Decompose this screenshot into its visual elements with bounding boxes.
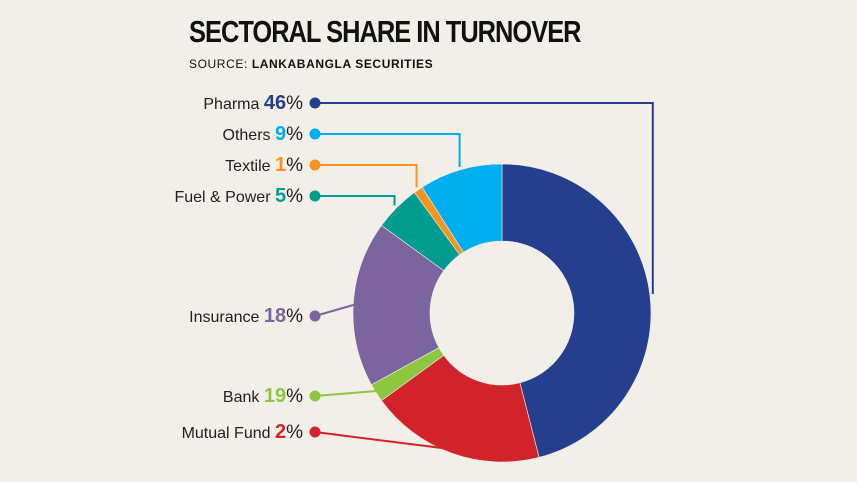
leader-line-others bbox=[315, 133, 461, 168]
marker-dot-textile bbox=[309, 159, 321, 171]
marker-dot-mutual-fund bbox=[309, 426, 321, 438]
marker-dot-fuel-power bbox=[309, 190, 321, 202]
slice-insurance bbox=[352, 225, 445, 386]
label-text-bank: Bank 19% bbox=[223, 385, 303, 407]
leader-line-fuel-power bbox=[315, 195, 396, 206]
label-textile: Textile 1% bbox=[225, 154, 321, 176]
chart-source: SOURCE: LANKABANGLA SECURITIES bbox=[189, 57, 433, 71]
label-bank: Bank 19% bbox=[223, 385, 321, 407]
source-label: SOURCE: bbox=[189, 57, 248, 71]
marker-dot-bank bbox=[309, 390, 321, 402]
slice-mutual-fund bbox=[381, 354, 540, 463]
leader-line-pharma bbox=[315, 102, 654, 294]
leader-line-mutual-fund bbox=[314, 431, 454, 451]
slice-others bbox=[421, 163, 503, 253]
label-text-fuel-power: Fuel & Power 5% bbox=[174, 185, 303, 207]
label-fuel-power: Fuel & Power 5% bbox=[174, 185, 321, 207]
donut-slices bbox=[352, 163, 652, 463]
slice-pharma bbox=[501, 163, 652, 458]
chart-title: SECTORAL SHARE IN TURNOVER bbox=[189, 14, 582, 49]
leader-line-bank bbox=[314, 389, 380, 397]
marker-dot-others bbox=[309, 128, 321, 140]
label-others: Others 9% bbox=[223, 123, 321, 145]
slice-labels: Pharma 46% Others 9% Textile 1% Fuel & Powe… bbox=[174, 92, 321, 443]
label-text-pharma: Pharma 46% bbox=[203, 92, 303, 114]
marker-dot-insurance bbox=[309, 310, 321, 322]
label-insurance: Insurance 18% bbox=[189, 305, 321, 327]
marker-dot-pharma bbox=[309, 97, 321, 109]
label-text-mutual-fund: Mutual Fund 2% bbox=[182, 421, 304, 443]
label-text-insurance: Insurance 18% bbox=[189, 305, 303, 327]
label-mutual-fund: Mutual Fund 2% bbox=[182, 421, 321, 443]
label-pharma: Pharma 46% bbox=[203, 92, 321, 114]
label-text-textile: Textile 1% bbox=[225, 154, 303, 176]
leader-lines bbox=[314, 102, 654, 451]
leader-line-textile bbox=[315, 164, 418, 188]
label-text-others: Others 9% bbox=[223, 123, 304, 145]
leader-line-insurance bbox=[314, 302, 358, 317]
source-name: LANKABANGLA SECURITIES bbox=[251, 57, 434, 71]
